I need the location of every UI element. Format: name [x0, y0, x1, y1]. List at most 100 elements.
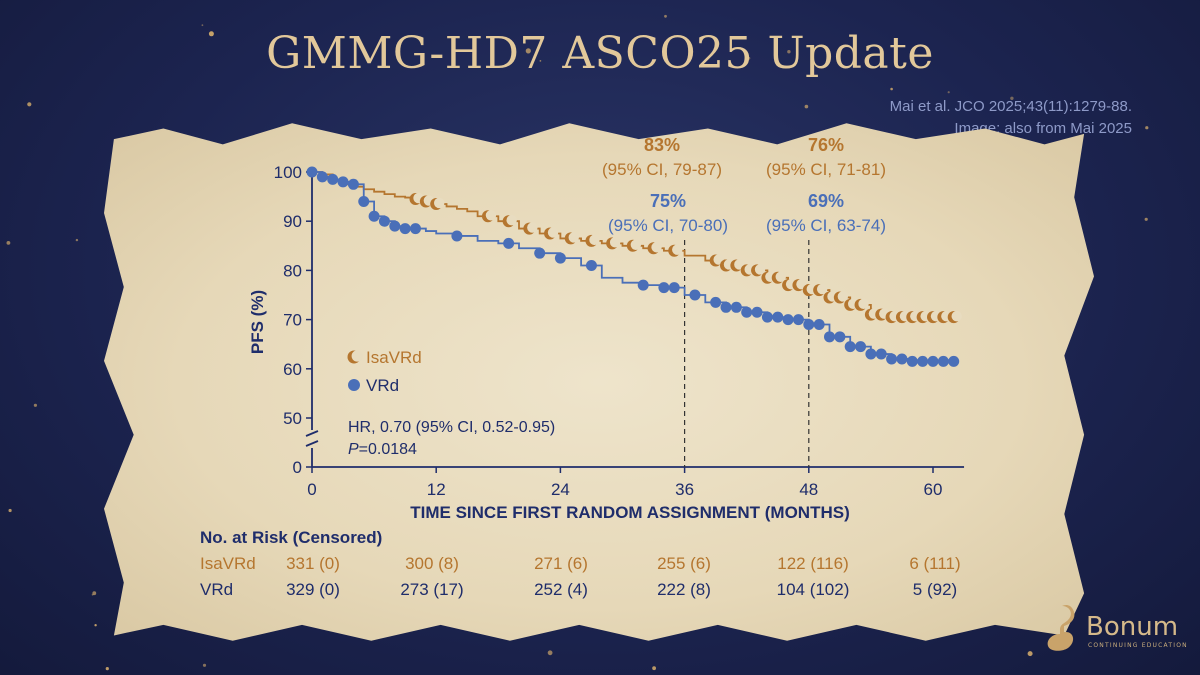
isavrd-48-pct: 76%: [808, 135, 844, 155]
star-dot: [890, 87, 893, 91]
vrd-48-ci: (95% CI, 63-74): [766, 216, 886, 235]
censor-mark-vrd: [792, 314, 804, 326]
legend-crescent-marker: [347, 350, 363, 364]
censor-mark-vrd: [451, 230, 463, 242]
censor-mark-isavrd: [833, 291, 849, 304]
censor-mark-isavrd: [544, 227, 559, 240]
censor-mark-isavrd: [502, 215, 517, 228]
paper-panel: [104, 123, 1094, 641]
legend-dot-marker: [348, 379, 360, 391]
censor-mark-vrd: [875, 348, 887, 360]
star-dot: [92, 591, 97, 596]
star-dot: [1027, 651, 1033, 657]
censor-mark-vrd: [389, 220, 401, 232]
censor-mark-vrd: [668, 282, 680, 294]
y-tick-label: 70: [283, 311, 302, 330]
censor-mark-vrd: [844, 341, 856, 353]
vrd-36-ci: (95% CI, 70-80): [608, 216, 728, 235]
x-tick-label: 12: [427, 480, 446, 499]
slide-title: GMMG-HD7 ASCO25 Update: [266, 28, 934, 79]
censor-mark-vrd: [803, 319, 815, 331]
risk-cell: 255 (6): [657, 554, 711, 573]
risk-row-label: VRd: [200, 580, 234, 599]
legend-item-isavrd: IsaVRd: [347, 348, 422, 367]
legend-item-vrd: VRd: [348, 376, 399, 395]
x-axis-label: TIME SINCE FIRST RANDOM ASSIGNMENT (MONT…: [410, 503, 849, 522]
star-dot: [547, 650, 553, 656]
censor-mark-vrd: [368, 210, 380, 222]
censor-mark-isavrd: [523, 222, 538, 235]
svg-text:P=0.0184: P=0.0184: [348, 441, 417, 458]
censor-mark-vrd: [813, 319, 825, 331]
censor-mark-vrd: [927, 355, 939, 367]
risk-cell: 300 (8): [405, 554, 459, 573]
censor-mark-vrd: [358, 196, 370, 208]
legend-label-vrd: VRd: [366, 376, 399, 395]
censor-mark-vrd: [906, 355, 918, 367]
censor-mark-isavrd: [771, 271, 786, 284]
censor-mark-vrd: [948, 355, 960, 367]
risk-row-vrd: VRd 329 (0) 273 (17) 252 (4) 222 (8) 104 (102…: [0, 580, 1200, 602]
y-axis-break-mark: [305, 430, 319, 437]
risk-cell: 122 (116): [777, 554, 849, 573]
censor-mark-isavrd: [947, 310, 962, 324]
x-tick-label: 24: [551, 480, 570, 499]
censor-mark-vrd: [378, 215, 390, 227]
censor-mark-vrd: [689, 289, 701, 301]
star-dot: [208, 31, 214, 37]
star-dot: [6, 241, 11, 245]
p-value: =0.0184: [359, 441, 417, 458]
censor-mark-vrd: [585, 259, 597, 271]
star-dot: [91, 593, 94, 596]
censor-mark-vrd: [337, 176, 349, 188]
x-tick-label: 36: [675, 480, 694, 499]
star-dot: [1010, 96, 1014, 101]
censor-mark-vrd: [741, 306, 753, 318]
censor-mark-isavrd: [481, 210, 497, 223]
isavrd-36-pct: 83%: [644, 135, 680, 155]
star-dot: [1145, 126, 1149, 130]
star-dot: [1144, 217, 1148, 221]
censor-mark-vrd: [855, 341, 867, 353]
censor-mark-vrd: [534, 247, 546, 259]
risk-cell: 273 (17): [400, 580, 464, 599]
censor-mark-vrd: [306, 166, 318, 178]
censor-mark-vrd: [886, 353, 898, 365]
citation-line-1: Mai et al. JCO 2025;43(11):1279-88.: [889, 98, 1132, 115]
risk-cell: 252 (4): [534, 580, 588, 599]
star-dot: [201, 24, 204, 27]
star-dot: [787, 50, 791, 54]
risk-table-header: No. at Risk (Censored): [200, 528, 383, 547]
censor-mark-vrd: [917, 355, 929, 367]
star-dot: [652, 666, 656, 671]
risk-row-label: IsaVRd: [200, 554, 256, 573]
star-dot: [804, 104, 809, 109]
star-dot: [33, 403, 38, 407]
star-dot: [27, 102, 32, 107]
y-tick-label: 100: [274, 163, 302, 182]
censor-mark-vrd: [772, 311, 784, 323]
censor-mark-isavrd: [647, 242, 662, 255]
km-curve-vrd: [312, 171, 954, 363]
censor-mark-vrd: [824, 331, 835, 343]
censor-mark-isavrd: [854, 298, 869, 311]
censor-mark-vrd: [751, 306, 763, 318]
risk-cell: 104 (102): [776, 580, 850, 599]
star-dot: [525, 48, 531, 54]
hr-text: HR, 0.70 (95% CI, 0.52-0.95): [348, 419, 555, 436]
censor-mark-vrd: [834, 331, 846, 343]
star-dot: [105, 667, 109, 671]
censor-mark-vrd: [710, 296, 722, 308]
legend: IsaVRd VRd: [347, 348, 422, 395]
risk-cell: 222 (8): [657, 580, 711, 599]
vrd-36-pct: 75%: [650, 191, 686, 211]
x-tick-label: 60: [924, 480, 943, 499]
annotation-48: 76% (95% CI, 71-81) 69% (95% CI, 63-74): [766, 135, 886, 235]
censor-mark-vrd: [720, 301, 732, 313]
y-tick-label: 80: [283, 261, 302, 280]
star-dot: [947, 91, 950, 94]
y-axis-label: PFS (%): [248, 290, 267, 354]
censor-mark-isavrd: [585, 234, 600, 247]
